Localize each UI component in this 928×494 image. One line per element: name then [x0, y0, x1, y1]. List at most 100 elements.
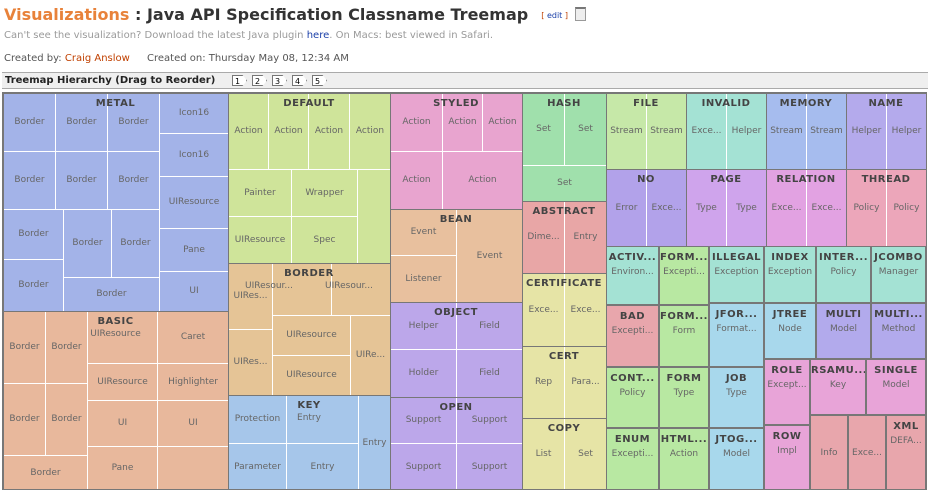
treemap-cell[interactable]: Stream	[607, 94, 647, 170]
treemap-cell[interactable]: Border	[46, 384, 88, 456]
edit-link[interactable]: edit	[546, 11, 563, 20]
treemap-group[interactable]: CONT... Policy	[606, 367, 659, 428]
treemap-cell[interactable]: Set	[523, 166, 607, 202]
treemap-group[interactable]: FORM... Excepti...	[659, 246, 709, 305]
treemap-cell[interactable]: Support	[391, 444, 457, 489]
treemap-group[interactable]: INDEX Exception	[764, 246, 816, 303]
treemap-group[interactable]: Border Border Border Icon16 Border Border Bord…	[3, 93, 229, 312]
treemap-cell[interactable]: UIResource	[229, 217, 292, 264]
treemap-cell[interactable]: Action	[443, 94, 483, 152]
treemap-cell[interactable]: Set	[523, 94, 565, 166]
treemap-cell[interactable]: Stream	[647, 94, 687, 170]
treemap-group[interactable]: FORM... Form	[659, 305, 709, 367]
treemap-group[interactable]: FORM Type	[659, 367, 709, 428]
treemap-cell[interactable]: Dime...	[523, 202, 565, 274]
treemap-group[interactable]: Action Action Action Action Action STYLED	[390, 93, 523, 210]
treemap-group[interactable]: Dime... Entry ABSTRACT	[522, 201, 607, 274]
treemap-cell[interactable]: Border	[108, 94, 160, 152]
treemap-cell[interactable]: Event	[457, 210, 523, 303]
treemap-cell[interactable]: Action	[269, 94, 309, 170]
treemap-group[interactable]: Helper Field Holder Field OBJECT	[390, 302, 523, 398]
treemap-group[interactable]: List Set COPY	[522, 418, 607, 489]
treemap-group[interactable]: Exce... Exce... CERTIFICATE	[522, 273, 607, 347]
treemap-cell[interactable]: Action	[391, 152, 443, 210]
hierarchy-level-4[interactable]: 4	[292, 75, 307, 86]
treemap-cell[interactable]: Border	[56, 152, 108, 210]
treemap-group[interactable]: Rep Para... CERT	[522, 346, 607, 419]
treemap-cell[interactable]: Icon16	[160, 134, 229, 177]
treemap-group[interactable]: SINGLE Model	[866, 359, 926, 415]
section-link[interactable]: Visualizations	[4, 5, 130, 24]
treemap-cell[interactable]: Exce...	[523, 274, 565, 347]
treemap-cell[interactable]: UIRes...	[229, 330, 273, 396]
treemap-group[interactable]: INTER... Policy	[816, 246, 871, 303]
treemap-group[interactable]: Stream Stream FILE	[606, 93, 687, 170]
treemap-cell[interactable]: UIResource	[160, 177, 229, 229]
treemap-cell[interactable]: UIResource	[88, 364, 158, 401]
treemap-group[interactable]: Policy Policy THREAD	[846, 169, 926, 247]
treemap-group[interactable]: Exce... Helper INVALID	[686, 93, 767, 170]
treemap-cell[interactable]: Policy	[887, 170, 926, 247]
treemap-cell[interactable]: Helper	[727, 94, 767, 170]
treemap-cell[interactable]: Exce...	[565, 274, 607, 347]
treemap-group[interactable]: JOB Type	[709, 367, 764, 428]
treemap-cell[interactable]: Caret	[158, 312, 229, 364]
treemap-group[interactable]: JTREE Node	[764, 303, 816, 359]
treemap-cell[interactable]: Parameter	[229, 444, 287, 489]
treemap-cell[interactable]: Exce...	[647, 170, 687, 247]
treemap-group[interactable]: JTOG... Model	[709, 428, 764, 489]
treemap-cell[interactable]: Support	[457, 444, 523, 489]
treemap-group[interactable]: Set Set Set HASH	[522, 93, 607, 202]
treemap-cell[interactable]: Support	[457, 398, 523, 444]
treemap-cell[interactable]: Border	[56, 94, 108, 152]
hierarchy-level-2[interactable]: 2	[252, 75, 267, 86]
treemap-cell[interactable]	[332, 264, 391, 316]
treemap-group[interactable]: Protection Entry Parameter Entry KEY Entry	[228, 395, 391, 489]
treemap-group[interactable]: XML DEFA...	[886, 415, 926, 489]
plugin-download-link[interactable]: here	[306, 30, 330, 41]
treemap-cell[interactable]: UI	[88, 401, 158, 447]
treemap-group[interactable]: Info	[810, 415, 848, 489]
treemap-group[interactable]: ENUM Excepti...	[606, 428, 659, 489]
treemap-group[interactable]: JCOMBO Manager	[871, 246, 926, 303]
treemap-cell[interactable]: Holder	[391, 350, 457, 398]
treemap-cell[interactable]: Protection	[229, 396, 287, 444]
treemap-group[interactable]: Error Exce... NO	[606, 169, 687, 247]
treemap-cell[interactable]: Entry	[287, 444, 359, 489]
treemap-cell[interactable]: UI	[158, 401, 229, 447]
treemap-group[interactable]: ACTIV... Environ...	[606, 246, 659, 305]
treemap-cell[interactable]: Stream	[767, 94, 807, 170]
treemap-group[interactable]: HTML... Action	[659, 428, 709, 489]
treemap-cell[interactable]	[287, 396, 359, 444]
author-link[interactable]: Craig Anslow	[64, 53, 130, 64]
treemap-cell[interactable]: UIResource	[273, 316, 351, 356]
treemap-cell[interactable]: Border	[4, 456, 88, 489]
treemap-cell[interactable]: Listener	[391, 256, 457, 303]
treemap-group[interactable]: Exce...	[848, 415, 886, 489]
treemap-cell[interactable]: Field	[457, 303, 523, 350]
treemap-cell[interactable]	[158, 447, 229, 489]
treemap-cell[interactable]: Helper	[887, 94, 926, 170]
treemap-cell[interactable]	[273, 264, 332, 316]
treemap[interactable]: Border Border Border Icon16 Border Border Bord…	[2, 92, 927, 490]
treemap-cell[interactable]: Icon16	[160, 94, 229, 134]
treemap-cell[interactable]: Action	[443, 152, 523, 210]
treemap-cell[interactable]: List	[523, 419, 565, 489]
treemap-cell[interactable]: Support	[391, 398, 457, 444]
treemap-cell[interactable]: Border	[108, 152, 160, 210]
treemap-cell[interactable]: Border	[4, 94, 56, 152]
treemap-cell[interactable]: Action	[309, 94, 350, 170]
treemap-cell[interactable]: Border	[46, 312, 88, 384]
treemap-group[interactable]: MULTI... Method	[871, 303, 926, 359]
hierarchy-level-3[interactable]: 3	[272, 75, 287, 86]
treemap-cell[interactable]: Exce...	[687, 94, 727, 170]
treemap-cell[interactable]: Action	[229, 94, 269, 170]
treemap-cell[interactable]: Rep	[523, 347, 565, 419]
treemap-cell[interactable]: Policy	[847, 170, 887, 247]
treemap-cell[interactable]: Set	[565, 94, 607, 166]
treemap-cell[interactable]: Pane	[160, 229, 229, 272]
treemap-cell[interactable]: Pane	[88, 447, 158, 489]
treemap-cell[interactable]: Action	[483, 94, 523, 152]
treemap-group[interactable]: Border Border Caret UIResource Highlighter Bo…	[3, 311, 229, 489]
treemap-cell[interactable]	[358, 170, 391, 264]
